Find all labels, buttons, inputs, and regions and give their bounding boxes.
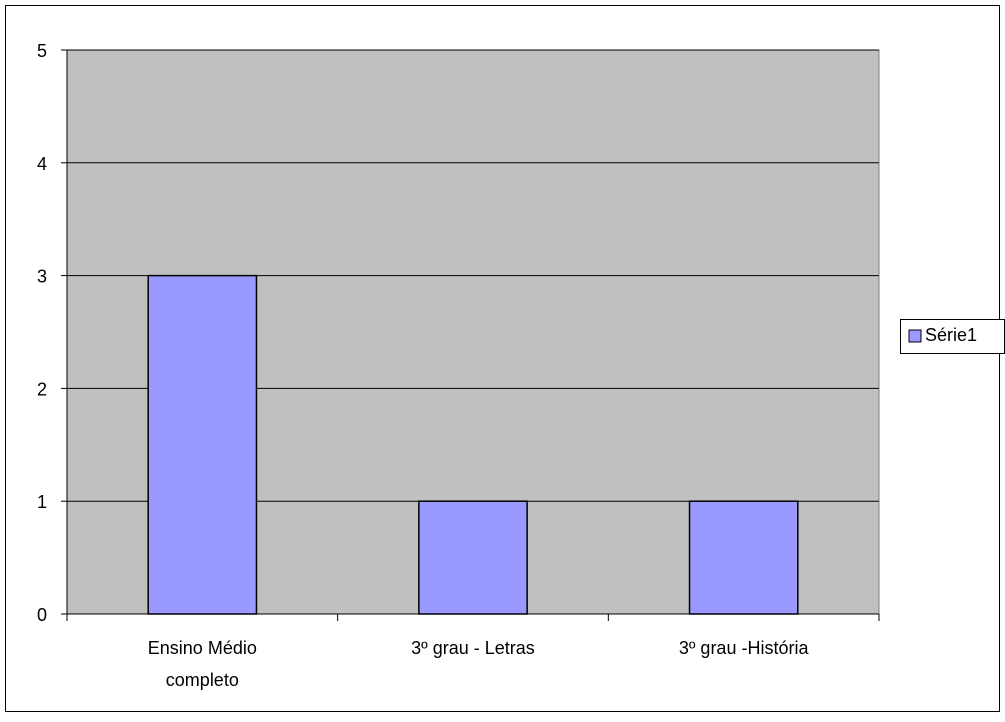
y-tick-label: 3 [37,267,47,287]
legend-swatch-serie1 [908,329,922,343]
bar-2 [418,500,528,615]
axes [61,49,880,621]
bar-1 [147,274,258,615]
y-tick-label: 0 [37,605,47,625]
x-tick-label: 3º grau - Letras [411,638,535,658]
y-tick-label: 2 [37,379,47,399]
x-tick-label: Ensino Médio completo [148,638,257,690]
legend: Série1 [900,319,1005,354]
y-tick-label: 5 [37,41,47,61]
x-tick-label: 3º grau -História [679,638,810,658]
y-tick-label: 1 [37,492,47,512]
y-tick-label: 4 [37,154,47,174]
x-tick-labels: Ensino Médio completo 3º grau - Letras 3º g… [148,638,810,690]
legend-label-serie1: Série1 [925,325,977,345]
bars [147,274,799,615]
y-tick-labels: 0 1 2 3 4 5 [37,41,47,625]
bar-3 [688,500,799,615]
